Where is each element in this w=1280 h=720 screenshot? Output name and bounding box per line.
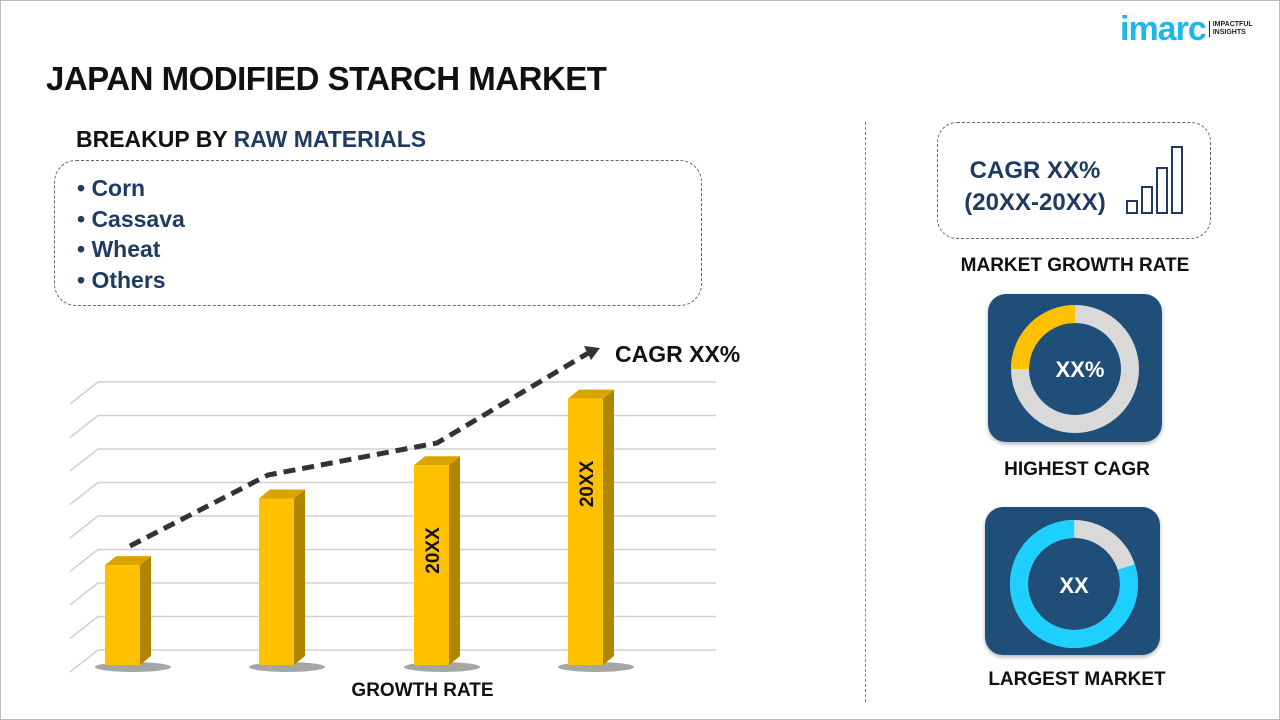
donut-fill xyxy=(1010,520,1138,648)
highest-cagr-value: XX% xyxy=(1055,357,1105,382)
list-item: • Others xyxy=(77,266,166,293)
bar-top xyxy=(259,489,305,499)
growth-chart: 20XX 20XX xyxy=(69,346,716,673)
list-item: • Cassava xyxy=(77,205,185,232)
gridline-depth xyxy=(69,515,99,539)
bar xyxy=(259,498,294,665)
bar-side xyxy=(294,489,305,665)
bar-side xyxy=(140,556,151,665)
bar-label: 20XX xyxy=(577,460,598,507)
x-axis-label: GROWTH RATE xyxy=(351,680,494,701)
largest-market-caption: LARGEST MARKET xyxy=(988,669,1166,690)
gridline-depth xyxy=(69,448,99,472)
bar-side xyxy=(449,456,460,665)
bar-top xyxy=(414,456,460,466)
cagr-period: (20XX-20XX) xyxy=(964,189,1106,216)
highest-cagr-donut xyxy=(1011,305,1139,433)
raw-materials-list: • Corn • Cassava • Wheat • Others xyxy=(54,160,702,306)
list-item: • Corn xyxy=(77,175,146,201)
bar-label: 20XX xyxy=(423,527,444,574)
market-growth-box xyxy=(937,122,1211,239)
bar-growth-icon xyxy=(1126,146,1183,214)
breakup-heading: BREAKUP BY RAW MATERIALS xyxy=(76,126,426,153)
highest-cagr-caption: HIGHEST CAGR xyxy=(1004,459,1150,480)
gridline-depth xyxy=(69,548,99,573)
largest-market-value: XX xyxy=(1059,573,1089,598)
chart-cagr-label: CAGR XX% xyxy=(615,341,741,367)
donut-fill xyxy=(1011,305,1139,433)
gridline-depth xyxy=(69,381,99,405)
market-growth-caption: MARKET GROWTH RATE xyxy=(960,255,1190,276)
bar-top xyxy=(568,389,614,399)
bar xyxy=(568,398,603,665)
bar xyxy=(105,565,140,665)
gridline-depth xyxy=(69,649,99,673)
list-item: • Wheat xyxy=(77,236,161,262)
logo-tagline: IMPACTFUL xyxy=(1212,21,1253,28)
logo-tagline-2: INSIGHTS xyxy=(1212,29,1246,36)
bar-top xyxy=(105,556,151,566)
divider xyxy=(865,122,866,702)
gridline-depth xyxy=(69,481,99,506)
bar-side xyxy=(603,389,614,665)
breakup-prefix: BREAKUP BY xyxy=(76,126,234,152)
trend-line xyxy=(128,349,592,549)
trend-arrowhead xyxy=(584,346,600,360)
imarc-logo: imarc IMPACTFUL INSIGHTS xyxy=(1120,12,1253,46)
gridline-depth xyxy=(69,615,99,640)
gridline-depth xyxy=(69,582,99,606)
logo-word: imarc xyxy=(1120,10,1207,48)
page-title: JAPAN MODIFIED STARCH MARKET xyxy=(46,60,607,97)
cagr-value: CAGR XX% xyxy=(969,157,1101,184)
breakup-highlight: RAW MATERIALS xyxy=(233,126,427,152)
largest-market-donut xyxy=(1010,520,1138,648)
bar xyxy=(414,465,449,665)
market-growth-text: CAGR XX% (20XX-20XX) xyxy=(950,155,1120,219)
gridline-depth xyxy=(69,414,99,439)
